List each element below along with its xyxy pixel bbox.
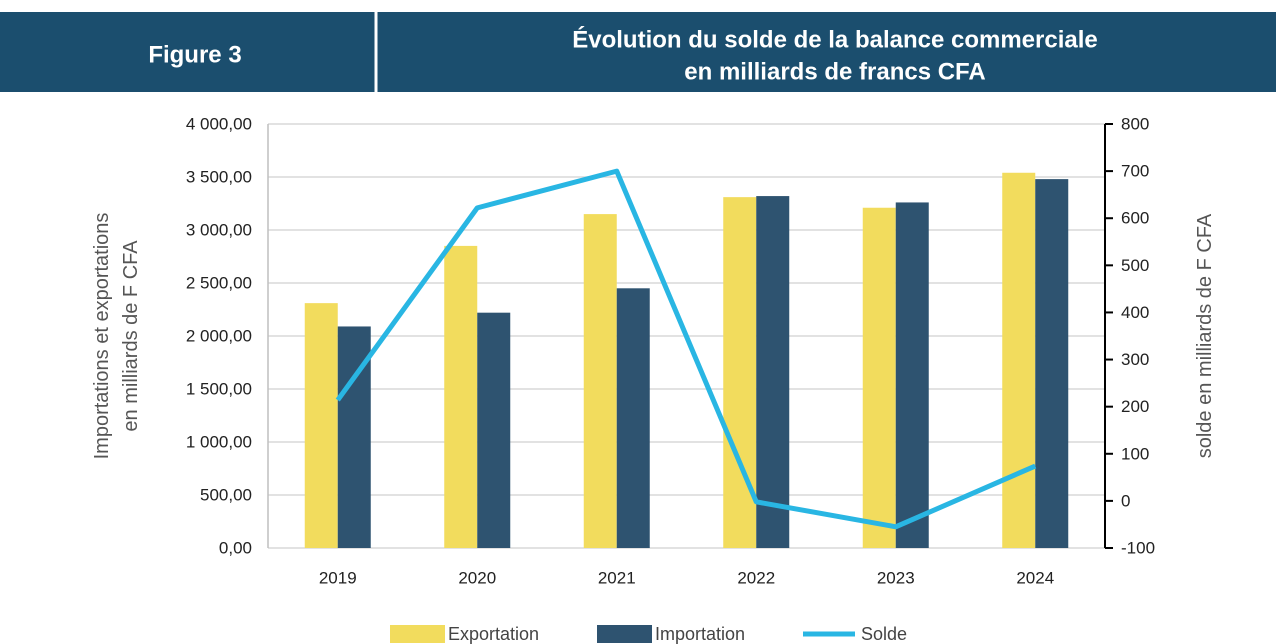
y-axis-title: Importations et exportations [91,213,113,460]
chart-title: Évolution du solde de la balance commerc… [572,26,1098,54]
y2-tick-label: 800 [1121,115,1149,134]
y-tick-label: 4 000,00 [186,115,252,134]
bar [862,207,896,549]
bar [477,312,511,548]
legend-label: Exportation [448,624,539,644]
y-tick-label: 1 500,00 [186,380,252,399]
y2-tick-label: 200 [1121,397,1149,416]
y2-tick-label: 600 [1121,209,1149,228]
header-band [0,12,1276,92]
y2-tick-label: 500 [1121,256,1149,275]
bar [1002,172,1036,548]
x-tick-label: 2024 [1016,569,1054,588]
y2-axis-title: solde en milliards de F CFA [1194,213,1216,458]
y2-tick-label: 300 [1121,350,1149,369]
bar [616,288,650,548]
y-axis-title: en milliards de F CFA [120,240,142,432]
bar [444,245,478,548]
legend-swatch [597,625,652,643]
y-tick-label: 2 000,00 [186,327,252,346]
x-tick-label: 2019 [319,569,357,588]
x-tick-label: 2021 [598,569,636,588]
y-tick-label: 500,00 [200,486,252,505]
bar [756,196,790,548]
y-tick-label: 1 000,00 [186,433,252,452]
chart-title: en milliards de francs CFA [684,59,985,86]
y-tick-label: 0,00 [219,539,252,558]
x-tick-label: 2023 [877,569,915,588]
y2-tick-label: 700 [1121,162,1149,181]
y-tick-label: 3 000,00 [186,221,252,240]
legend-label: Solde [861,624,907,644]
figure-label: Figure 3 [148,42,241,69]
y2-tick-label: -100 [1121,539,1155,558]
x-tick-label: 2022 [737,569,775,588]
bar [1035,179,1069,548]
y2-tick-label: 100 [1121,444,1149,463]
y-tick-label: 3 500,00 [186,168,252,187]
legend-swatch [390,625,445,643]
line-series [335,168,1037,530]
y2-tick-label: 400 [1121,303,1149,322]
bar [895,202,929,548]
x-tick-label: 2020 [458,569,496,588]
bar [583,214,617,548]
legend-label: Importation [655,624,745,644]
y-tick-label: 2 500,00 [186,274,252,293]
bar [304,303,338,548]
y2-tick-label: 0 [1121,491,1130,510]
